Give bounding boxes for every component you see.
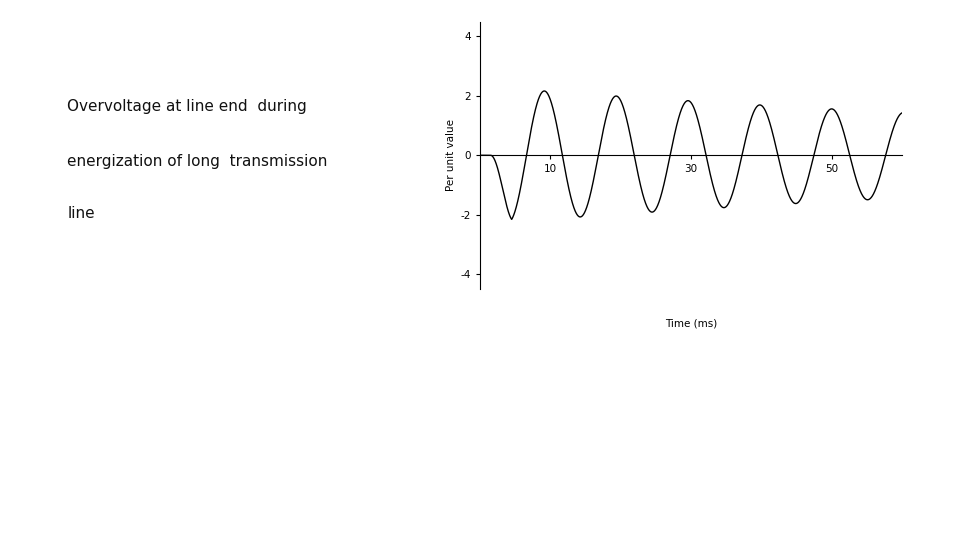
Bar — [40, 328, 46, 521]
Text: SWITCHING SURGE VOLTAGES: SWITCHING SURGE VOLTAGES — [72, 442, 767, 483]
Y-axis label: Per unit value: Per unit value — [446, 119, 456, 191]
Text: TYPICAL WAVESHAPES OF: TYPICAL WAVESHAPES OF — [72, 362, 680, 403]
Text: Overvoltage at line end  during: Overvoltage at line end during — [67, 99, 307, 114]
Text: line: line — [67, 206, 95, 221]
Text: DEPARTMENT OF EEE/BSA CRESCENT IS & T: DEPARTMENT OF EEE/BSA CRESCENT IS & T — [672, 517, 868, 526]
Text: Time (ms): Time (ms) — [665, 319, 717, 329]
Text: energization of long  transmission: energization of long transmission — [67, 154, 327, 169]
